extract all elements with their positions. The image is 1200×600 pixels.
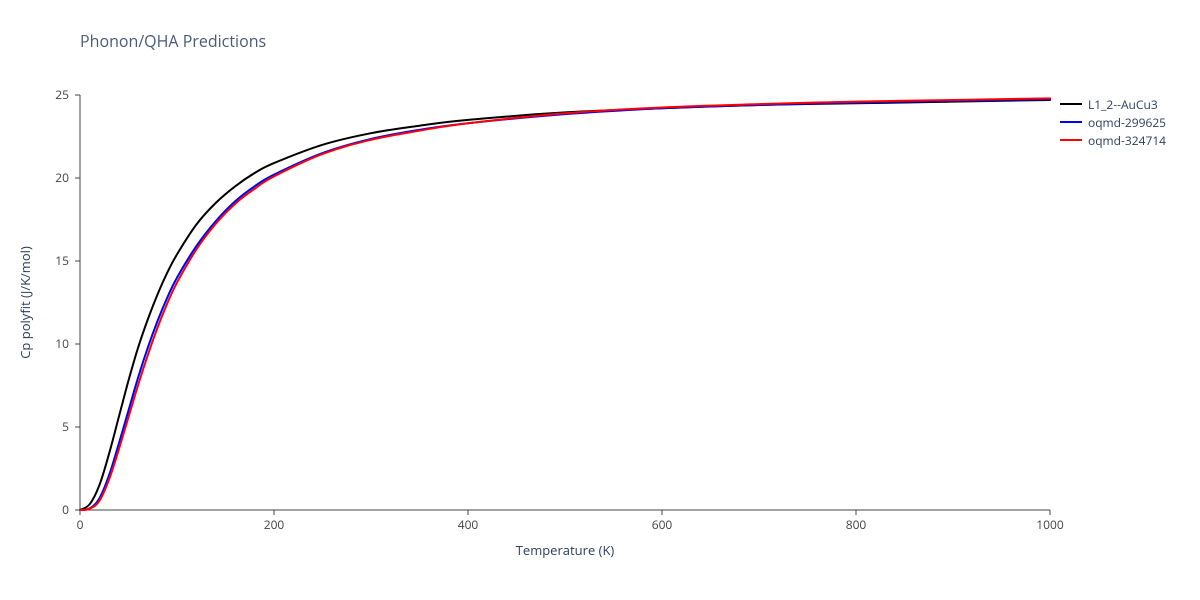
legend-swatch [1060, 103, 1082, 105]
x-tick-label: 400 [458, 516, 479, 533]
y-tick-label: 10 [55, 335, 69, 352]
legend-label: oqmd-324714 [1088, 132, 1166, 149]
legend-swatch [1060, 121, 1082, 123]
x-tick-label: 0 [77, 516, 84, 533]
y-tick-label: 15 [55, 252, 69, 269]
series-line-1[interactable] [80, 99, 1050, 510]
x-tick-label: 800 [846, 516, 867, 533]
chart-container: Phonon/QHA Predictions 02004006008001000… [0, 0, 1200, 600]
y-tick-label: 20 [55, 169, 69, 186]
legend-item-0[interactable]: L1_2--AuCu3 [1060, 95, 1166, 113]
y-tick-label: 25 [55, 86, 69, 103]
legend: L1_2--AuCu3oqmd-299625oqmd-324714 [1060, 95, 1166, 149]
series-line-0[interactable] [80, 100, 1050, 510]
legend-label: L1_2--AuCu3 [1088, 96, 1158, 113]
line-chart: 0 200 400 600 800 1000 0 5 10 15 20 25 Temperature (… [0, 0, 1200, 600]
y-tick-label: 0 [62, 501, 69, 518]
y-axis-label: Cp polyfit (J/K/mol) [16, 246, 34, 359]
legend-item-2[interactable]: oqmd-324714 [1060, 131, 1166, 149]
legend-swatch [1060, 139, 1082, 141]
x-axis-label: Temperature (K) [516, 541, 615, 559]
series-line-2[interactable] [80, 98, 1050, 510]
x-tick-label: 600 [652, 516, 673, 533]
legend-item-1[interactable]: oqmd-299625 [1060, 113, 1166, 131]
y-tick-label: 5 [62, 418, 69, 435]
x-tick-label: 1000 [1036, 516, 1064, 533]
x-tick-label: 200 [264, 516, 285, 533]
legend-label: oqmd-299625 [1088, 114, 1166, 131]
